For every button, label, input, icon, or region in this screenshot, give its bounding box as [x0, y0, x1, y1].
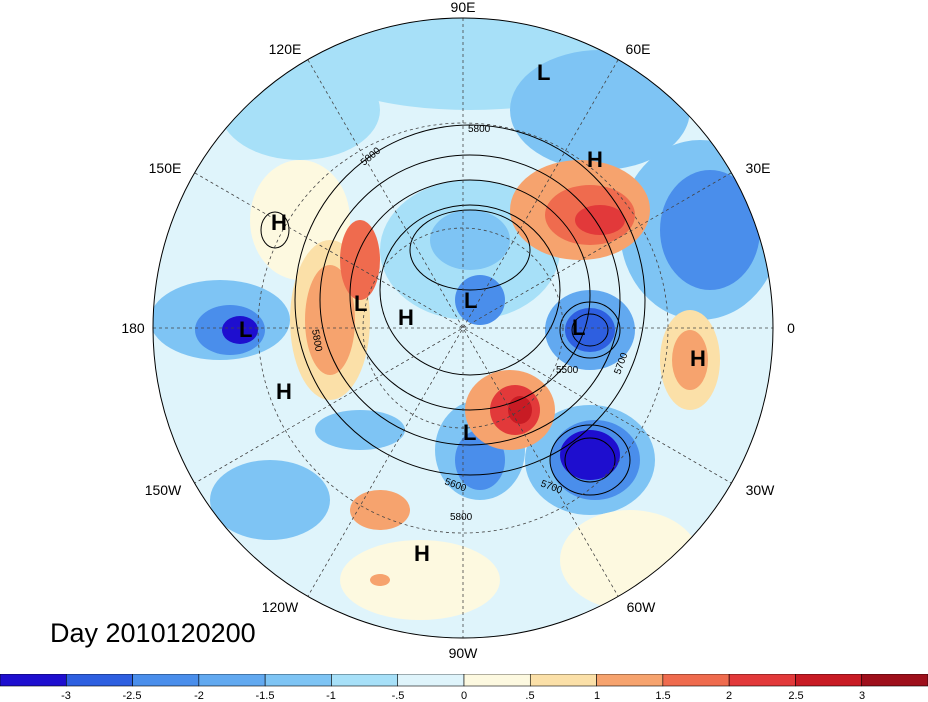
colorbar-tick: 0 — [461, 690, 467, 702]
height-contours — [260, 124, 646, 496]
colorbar-tick: -1.5 — [256, 690, 275, 702]
low-center: L — [354, 291, 367, 316]
anomaly-field — [153, 18, 773, 638]
colorbar-tick: -2 — [194, 690, 204, 702]
colorbar-box — [65, 674, 133, 687]
contour-label: 5800 — [309, 329, 324, 353]
polar-map: 90E 60E 30E 0 30W 60W 90W 120W 150W 180 … — [121, 0, 795, 661]
lon-label: 0 — [787, 320, 795, 336]
colorbar-tick: .5 — [525, 690, 534, 702]
colorbar-tick: -.5 — [392, 690, 405, 702]
contour-label: 5500 — [556, 365, 579, 376]
map-boundary — [152, 17, 774, 639]
lon-label: 120E — [269, 41, 302, 57]
colorbar-box — [397, 674, 465, 687]
pressure-centers: L H H L L H L L H H L H — [239, 60, 706, 566]
contour-label: 5800 — [450, 512, 473, 523]
colorbar-boxes — [0, 674, 928, 687]
low-center: L — [464, 288, 477, 313]
colorbar-tick: -3 — [61, 690, 71, 702]
lon-label: 90W — [449, 645, 479, 661]
high-center: H — [587, 147, 603, 172]
low-center: L — [463, 420, 476, 445]
colorbar-box — [463, 674, 531, 687]
high-center: H — [276, 379, 292, 404]
colorbar-box — [662, 674, 730, 687]
lon-label: 30E — [746, 160, 771, 176]
colorbar-box — [0, 674, 67, 687]
colorbar-box — [198, 674, 266, 687]
graticule — [153, 18, 773, 638]
lon-label: 120W — [262, 599, 299, 615]
colorbar-ticks: -3 -2.5 -2 -1.5 -1 -.5 0 .5 1 1.5 2 2.5 … — [61, 690, 865, 702]
lon-label: 60E — [626, 41, 651, 57]
map-title: Day 2010120200 — [50, 618, 256, 648]
lon-label: 180 — [121, 320, 145, 336]
colorbar: -3 -2.5 -2 -1.5 -1 -.5 0 .5 1 1.5 2 2.5 … — [0, 674, 928, 702]
lon-label: 90E — [451, 0, 476, 15]
contour-label: 5800 — [468, 124, 491, 135]
high-center: H — [690, 346, 706, 371]
lon-label: 60W — [627, 599, 657, 615]
low-center: L — [572, 315, 585, 340]
colorbar-box — [795, 674, 863, 687]
high-center: H — [414, 541, 430, 566]
colorbar-tick: 3 — [859, 690, 865, 702]
colorbar-tick: 2 — [726, 690, 732, 702]
lon-label: 30W — [746, 482, 776, 498]
colorbar-box — [331, 674, 399, 687]
colorbar-box — [728, 674, 796, 687]
lon-label: 150E — [149, 160, 182, 176]
high-center: H — [271, 210, 287, 235]
colorbar-box — [529, 674, 597, 687]
colorbar-tick: -1 — [326, 690, 336, 702]
high-center: H — [398, 305, 414, 330]
low-center: L — [239, 317, 252, 342]
lon-label: 150W — [145, 482, 182, 498]
colorbar-box — [264, 674, 332, 687]
colorbar-box — [132, 674, 200, 687]
colorbar-tick: 2.5 — [788, 690, 803, 702]
colorbar-tick: -2.5 — [123, 690, 142, 702]
colorbar-box — [861, 674, 928, 687]
low-center: L — [537, 60, 550, 85]
colorbar-box — [596, 674, 664, 687]
longitude-labels: 90E 60E 30E 0 30W 60W 90W 120W 150W 180 … — [121, 0, 795, 661]
colorbar-tick: 1 — [594, 690, 600, 702]
colorbar-tick: 1.5 — [655, 690, 670, 702]
